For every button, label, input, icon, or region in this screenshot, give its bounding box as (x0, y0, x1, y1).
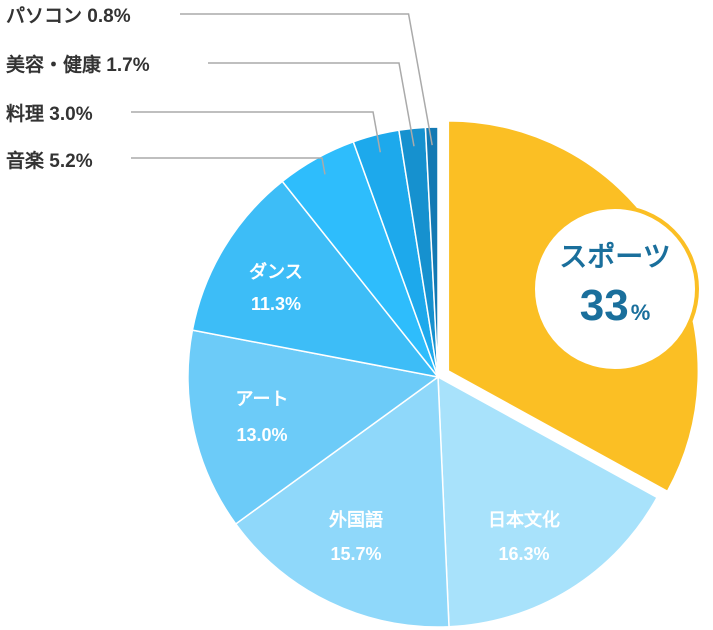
label-dance-name: ダンス (249, 261, 303, 282)
slice-art (187, 329, 440, 525)
label-dance-value: 11.3% (251, 294, 301, 314)
label-art-value: 13.0% (236, 425, 287, 445)
label-ongaku: 音楽 5.2% (6, 149, 93, 172)
highlight-unit: % (631, 300, 651, 325)
leader-ongaku (131, 157, 326, 175)
label-nihonbunka-name: 日本文化 (488, 509, 560, 530)
label-biyou-kenkou: 美容・健康 1.7% (6, 53, 150, 76)
highlight-value-text: 33% (580, 281, 651, 330)
label-gaikokugo-value: 15.7% (330, 544, 381, 564)
leader-ryouri (131, 111, 382, 153)
label-ryouri: 料理 3.0% (6, 102, 93, 125)
pie-slices (187, 120, 700, 628)
leader-biyou-kenkou (208, 62, 415, 147)
label-pasokon: パソコン 0.8% (6, 5, 131, 27)
slice-dance (191, 180, 440, 379)
slice-pasokon (424, 126, 439, 378)
slice-gaikokugo (234, 375, 450, 628)
highlight-category: スポーツ (559, 241, 670, 272)
label-nihonbunka-value: 16.3% (498, 544, 549, 564)
label-art-name: アート (236, 389, 289, 409)
leader-pasokon (180, 13, 433, 146)
leader-lines (131, 13, 433, 175)
highlight-value: 33 (580, 281, 629, 330)
label-gaikokugo-name: 外国語 (329, 509, 383, 530)
slice-nihonbunka (437, 375, 659, 628)
highlight-bubble (531, 205, 699, 373)
